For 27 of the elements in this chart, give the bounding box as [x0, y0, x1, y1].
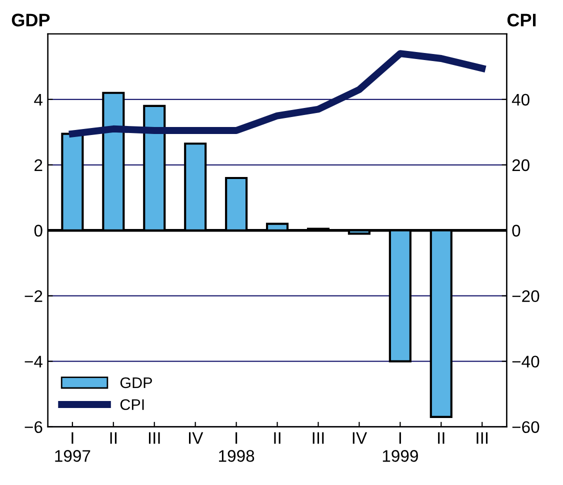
x-tick-label: IV — [352, 432, 368, 444]
y2-tick-label: 0 — [512, 224, 520, 237]
y2-tick-label: −60 — [512, 421, 540, 434]
legend-label: GDP — [120, 377, 152, 388]
y2-tick-label: −40 — [512, 356, 540, 368]
x-tick-label: II — [274, 432, 280, 444]
y-tick-label: 2 — [34, 159, 42, 171]
x-tick-label: II — [438, 432, 444, 444]
y-axis-title: GDP — [12, 14, 50, 26]
x-tick-label: I 1999 — [382, 432, 418, 462]
y2-tick-label: 20 — [512, 159, 530, 172]
y2-tick-label: −20 — [512, 290, 540, 302]
x-tick-label: III — [476, 432, 488, 444]
y2-axis-title: CPI — [507, 14, 536, 26]
legend-label: CPI — [120, 399, 144, 410]
x-tick-label: I 1997 — [55, 432, 90, 462]
x-tick-label: III — [312, 432, 324, 444]
x-tick-label: I 1998 — [219, 432, 254, 462]
y-tick-label: −2 — [24, 290, 42, 302]
x-tick-label: II — [110, 432, 116, 444]
y2-tick-label: 40 — [512, 94, 530, 106]
y-tick-label: −4 — [24, 356, 43, 368]
y-tick-label: 4 — [34, 94, 43, 106]
y-tick-label: −6 — [24, 421, 42, 434]
x-tick-label: IV — [189, 432, 204, 444]
x-tick-label: III — [148, 432, 160, 444]
y-tick-label: 0 — [34, 224, 42, 237]
